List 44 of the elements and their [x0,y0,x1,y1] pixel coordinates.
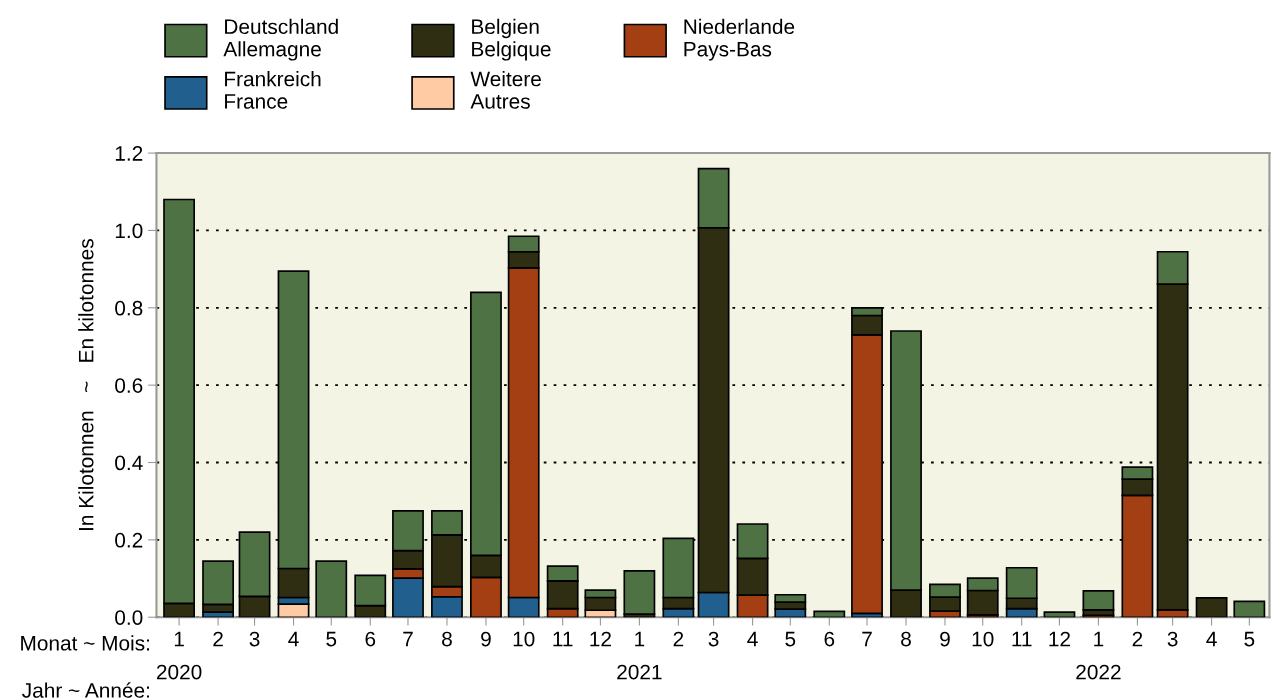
x-tick-label: 8 [442,631,452,647]
legend-label: Weitere Autres [470,71,541,109]
x-tick-label: 12 [590,631,611,647]
x-tick-label: 3 [1167,631,1178,647]
x-tick-label: 7 [403,631,413,647]
legend-label: Frankreich France [225,71,321,109]
x-tick-label: 2 [213,631,223,647]
x-tick-label: 1 2020 [156,631,202,680]
x-tick-label: 4 [1206,631,1217,647]
x-tick-label: 5 [1244,631,1255,647]
legend-label: Niederlande Pays-Bas [684,18,795,61]
y-tick-label: 0.2 [115,532,143,548]
x-tick-label: 1 2021 [617,631,662,680]
x-tick-label: 11 [1012,631,1032,647]
x-tick-label: 6 [824,631,835,647]
y-tick-label: 1.0 [115,223,143,239]
x-tick-label: 9 [481,631,491,647]
x-tick-label: 8 [901,631,911,647]
x-tick-label: 1 2022 [1076,631,1121,680]
text: Monat ~ Mois: [21,635,150,651]
y-tick-label: 0.8 [115,300,143,316]
x-tick-label: 10 [972,631,994,647]
legend-label: Deutschland Allemagne [223,18,338,61]
x-tick-label: 11 [553,631,573,647]
x-tick-label: 6 [365,631,376,647]
x-tick-label: 5 [326,631,337,647]
y-tick-label: 1.2 [115,146,143,161]
x-tick-label: 7 [862,631,872,647]
x-tick-label: 2 [1132,631,1143,647]
legend-label: Belgien Belgique [472,18,551,61]
x-tick-label: 3 [249,631,260,647]
y-tick-label: 0.4 [115,455,143,471]
x-tick-label: 5 [785,631,796,647]
y-tick-label: 0.0 [115,610,143,625]
x-tick-label: 12 [1049,631,1070,647]
x-tick-label: 10 [513,631,535,647]
x-tick-label: 9 [940,631,950,647]
x-tick-label: 4 [288,631,299,647]
text: Jahr ~ Année: [22,682,150,698]
y-tick-label: 0.6 [115,378,143,393]
x-tick-label: 4 [747,631,758,647]
x-tick-label: 3 [708,631,719,647]
x-tick-label: 2 [673,631,684,647]
y-axis-title: In Kilotonnen ~ En kilotonnes [78,239,94,531]
